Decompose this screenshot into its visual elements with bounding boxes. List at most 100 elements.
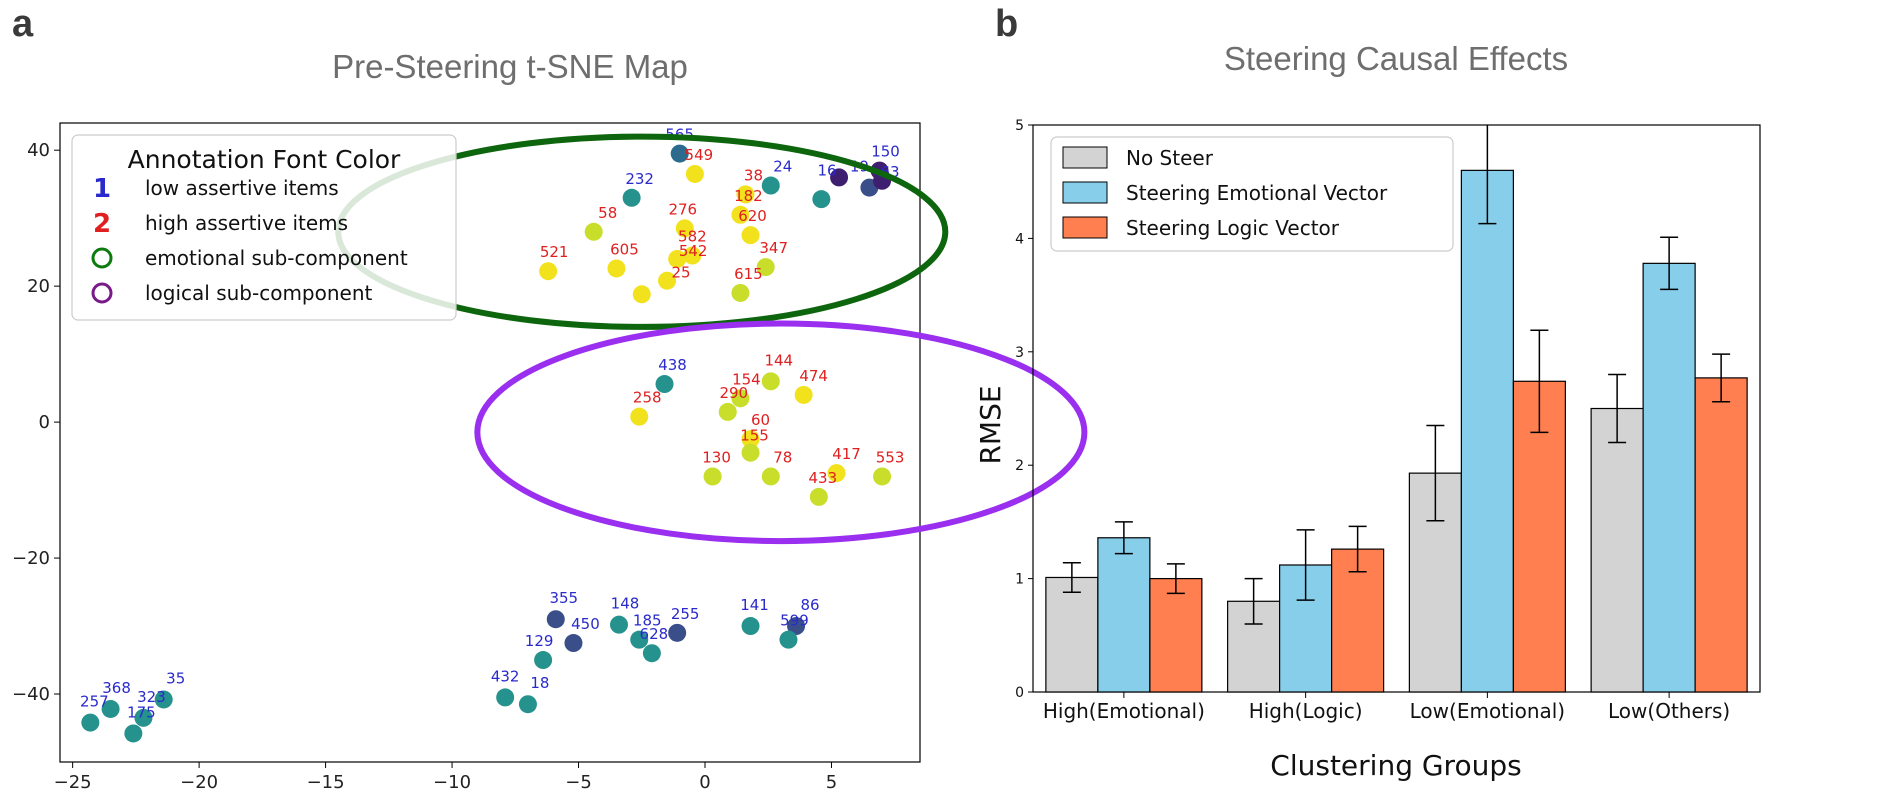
scatter-x-tick-label: 0 [699, 772, 710, 793]
scatter-legend-entry-text: emotional sub-component [145, 246, 408, 270]
scatter-point [658, 271, 677, 290]
scatter-point [630, 630, 649, 649]
bar [1097, 537, 1151, 693]
scatter-point-label: 175 [127, 703, 156, 721]
scatter-point [741, 617, 760, 636]
scatter-point-label: 16 [818, 161, 837, 179]
scatter-y-tick-label: 20 [27, 276, 50, 297]
scatter-point-label: 35 [166, 669, 185, 687]
bar-legend-swatch [1062, 146, 1108, 169]
scatter-point [675, 219, 694, 238]
scatter-legend-entry-text: logical sub-component [145, 281, 373, 305]
bar [1590, 407, 1644, 693]
scatter-point [809, 487, 828, 506]
bar [1642, 262, 1696, 693]
logical-cluster-ellipse [474, 320, 1088, 545]
scatter-legend-box [71, 134, 457, 321]
scatter-point-label: 582 [678, 228, 707, 246]
scatter-point-label: 154 [732, 370, 761, 388]
scatter-point [761, 467, 780, 486]
scatter-legend: Annotation Font Color 1 low assertive item… [71, 134, 457, 321]
scatter-point-label: 605 [610, 240, 639, 258]
scatter-point [683, 246, 702, 265]
scatter-point [812, 190, 831, 209]
scatter-legend-number-marker: 2 [93, 209, 111, 239]
scatter-legend-number-marker: 1 [93, 174, 111, 204]
scatter-point-label: 450 [571, 615, 600, 633]
scatter-point-label: 58 [598, 204, 617, 222]
bar [1694, 377, 1748, 693]
scatter-point [761, 176, 780, 195]
bar-legend-entry-text: No Steer [1126, 146, 1214, 170]
scatter-point-label: 323 [137, 688, 166, 706]
bar-y-axis-label: RMSE [974, 385, 1007, 464]
scatter-point-label: 25 [672, 264, 691, 282]
panel-b-letter: b [995, 3, 1018, 45]
scatter-point [761, 372, 780, 391]
scatter-x-tick-label: −20 [180, 772, 218, 793]
scatter-x-tick-label: −15 [307, 772, 345, 793]
bar-legend-entry-text: Steering Emotional Vector [1126, 181, 1388, 205]
scatter-point-label: 258 [633, 389, 662, 407]
scatter-point [718, 402, 737, 421]
scatter-point [736, 185, 755, 204]
scatter-point [584, 222, 603, 241]
scatter-point-label: 185 [633, 612, 662, 630]
bar-y-tick-label: 1 [1015, 572, 1024, 588]
scatter-point-label: 549 [685, 146, 714, 164]
scatter-point [779, 630, 798, 649]
scatter-point-label: 355 [549, 589, 578, 607]
scatter-point-label: 620 [738, 207, 767, 225]
bar-y-tick-label: 4 [1015, 231, 1024, 247]
scatter-point-label: 144 [764, 351, 793, 369]
scatter-point [668, 623, 687, 642]
bar-y-tick-label: 0 [1015, 685, 1024, 701]
scatter-point [741, 443, 760, 462]
scatter-point-label: 542 [679, 242, 708, 260]
bar-axes-frame [1032, 124, 1761, 693]
scatter-point-label: 628 [640, 625, 669, 643]
scatter-point [564, 634, 583, 653]
scatter-y-tick-label: 40 [27, 140, 50, 161]
scatter-point [731, 205, 750, 224]
scatter-point [154, 690, 173, 709]
scatter-point [756, 258, 775, 277]
scatter-point [630, 407, 649, 426]
scatter-point [830, 168, 849, 187]
bar-y-tick-label: 2 [1015, 458, 1024, 474]
scatter-point-label: 60 [751, 411, 770, 429]
scatter-point-label: 474 [799, 367, 828, 385]
bar-chart-title: Steering Causal Effects [1224, 40, 1568, 77]
scatter-point-label: 615 [734, 265, 763, 283]
scatter-axes-frame [59, 122, 921, 763]
scatter-point-label: 257 [80, 693, 109, 711]
scatter-point-label: 553 [876, 448, 905, 466]
bar [1460, 169, 1514, 693]
scatter-y-tick-label: −20 [12, 548, 50, 569]
scatter-point-label: 38 [744, 166, 763, 184]
scatter-point [518, 695, 537, 714]
scatter-point-label: 141 [740, 596, 769, 614]
scatter-point-label: 417 [832, 445, 861, 463]
scatter-point [546, 610, 565, 629]
bar-y-tick-label: 3 [1015, 345, 1024, 361]
scatter-point [81, 713, 100, 732]
scatter-y-tick-label: −40 [12, 684, 50, 705]
scatter-legend-title: Annotation Font Color [128, 145, 401, 174]
bar-x-axis-label: Clustering Groups [1270, 749, 1521, 782]
scatter-point-label: 290 [719, 384, 748, 402]
scatter-point [642, 644, 661, 663]
scatter-point-label: 150 [871, 143, 900, 161]
scatter-point [741, 430, 760, 449]
scatter-point [607, 259, 626, 278]
scatter-point [622, 188, 641, 207]
scatter-point [873, 467, 892, 486]
scatter-point [731, 283, 750, 302]
scatter-point [668, 249, 687, 268]
scatter-point [610, 615, 628, 634]
scatter-point [741, 226, 760, 245]
scatter-point [731, 389, 750, 408]
bar [1512, 380, 1566, 693]
scatter-point [703, 467, 722, 486]
